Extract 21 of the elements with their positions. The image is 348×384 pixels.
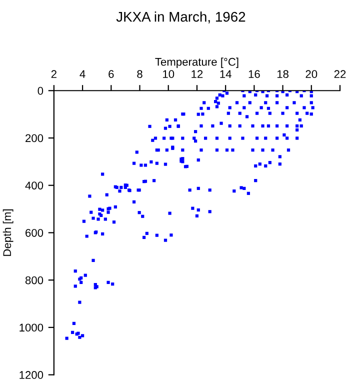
y-tick-label: 200 — [26, 134, 44, 142]
x-tick-label: 20 — [306, 70, 318, 78]
chart-title: JKXA in March, 1962 — [116, 12, 246, 24]
y-tick-label: 1000 — [20, 324, 44, 332]
x-tick-label: 18 — [277, 70, 288, 78]
y-tick-label: 1200 — [20, 371, 44, 379]
x-tick-label: 14 — [220, 70, 232, 78]
x-tick-label: 4 — [80, 70, 86, 78]
x-tick-label: 16 — [248, 70, 260, 78]
y-tick-label: 600 — [26, 228, 44, 237]
x-tick-label: 22 — [334, 70, 346, 78]
y-tick-label: 800 — [25, 276, 44, 284]
y-axis-title: Depth [m] — [2, 209, 14, 256]
x-tick-label: 2 — [51, 70, 56, 78]
x-axis-title: Temperature [°C] — [155, 58, 238, 68]
y-tick-label: 400 — [25, 182, 44, 190]
x-tick-label: 8 — [137, 70, 142, 78]
y-tick-label: 0 — [38, 86, 44, 95]
x-tick-label: 6 — [108, 70, 114, 78]
x-tick-label: 12 — [192, 70, 203, 78]
x-tick-label: 10 — [163, 70, 174, 78]
